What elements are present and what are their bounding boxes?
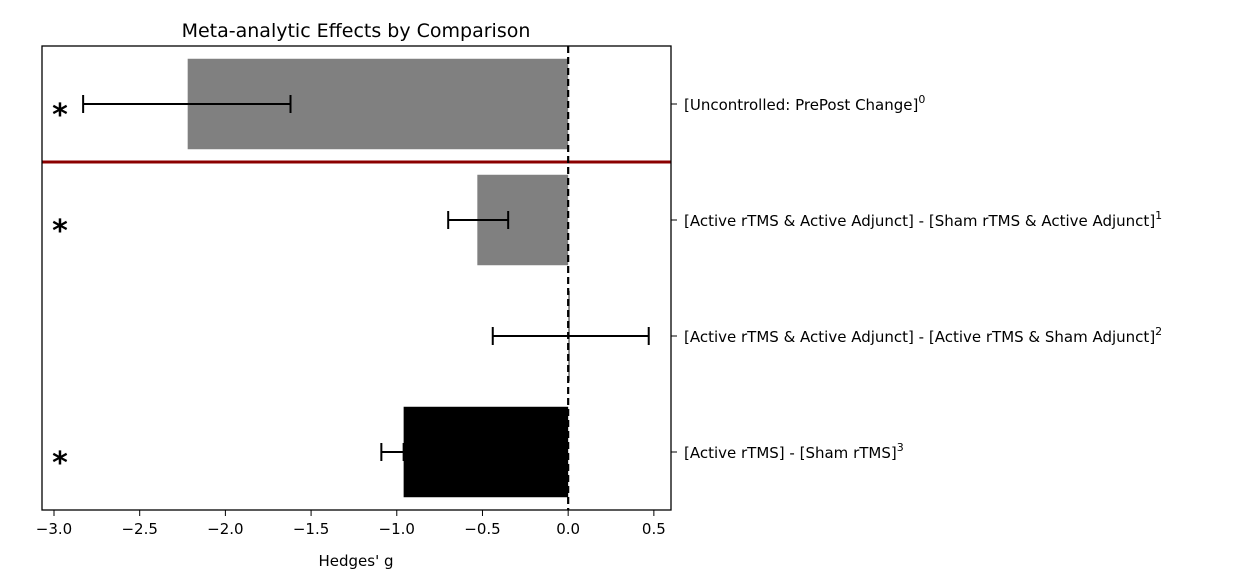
x-tick-label: −3.0: [36, 520, 72, 538]
x-tick-label: −1.5: [293, 520, 329, 538]
x-axis-label: Hedges' g: [318, 552, 393, 570]
plot-frame: [41, 45, 672, 511]
x-tick-label: −0.5: [464, 520, 500, 538]
bar: [403, 406, 569, 498]
x-tick-label: −2.5: [121, 520, 157, 538]
category-label: [Active rTMS & Active Adjunct] - [Active…: [684, 325, 1162, 346]
x-axis: −3.0 −2.5 −2.0 −1.5 −1.0 −0.5 0.0 0.5: [36, 103, 677, 538]
category-label: [Uncontrolled: PrePost Change]0: [684, 93, 925, 114]
chart-title: Meta-analytic Effects by Comparison: [182, 20, 531, 42]
significance-marker: *: [52, 214, 68, 249]
significance-marker: *: [52, 98, 68, 133]
x-tick-label: 0.0: [556, 520, 580, 538]
category-label: [Active rTMS & Active Adjunct] - [Sham r…: [684, 209, 1162, 230]
x-tick-label: −2.0: [207, 520, 243, 538]
x-tick-label: −1.0: [379, 520, 415, 538]
category-labels: [Uncontrolled: PrePost Change]0 [Active r…: [684, 93, 1162, 462]
plot-area: * * *: [41, 45, 672, 511]
significance-marker: *: [52, 446, 68, 481]
category-label: [Active rTMS] - [Sham rTMS]3: [684, 441, 904, 462]
x-tick-label: 0.5: [642, 520, 666, 538]
